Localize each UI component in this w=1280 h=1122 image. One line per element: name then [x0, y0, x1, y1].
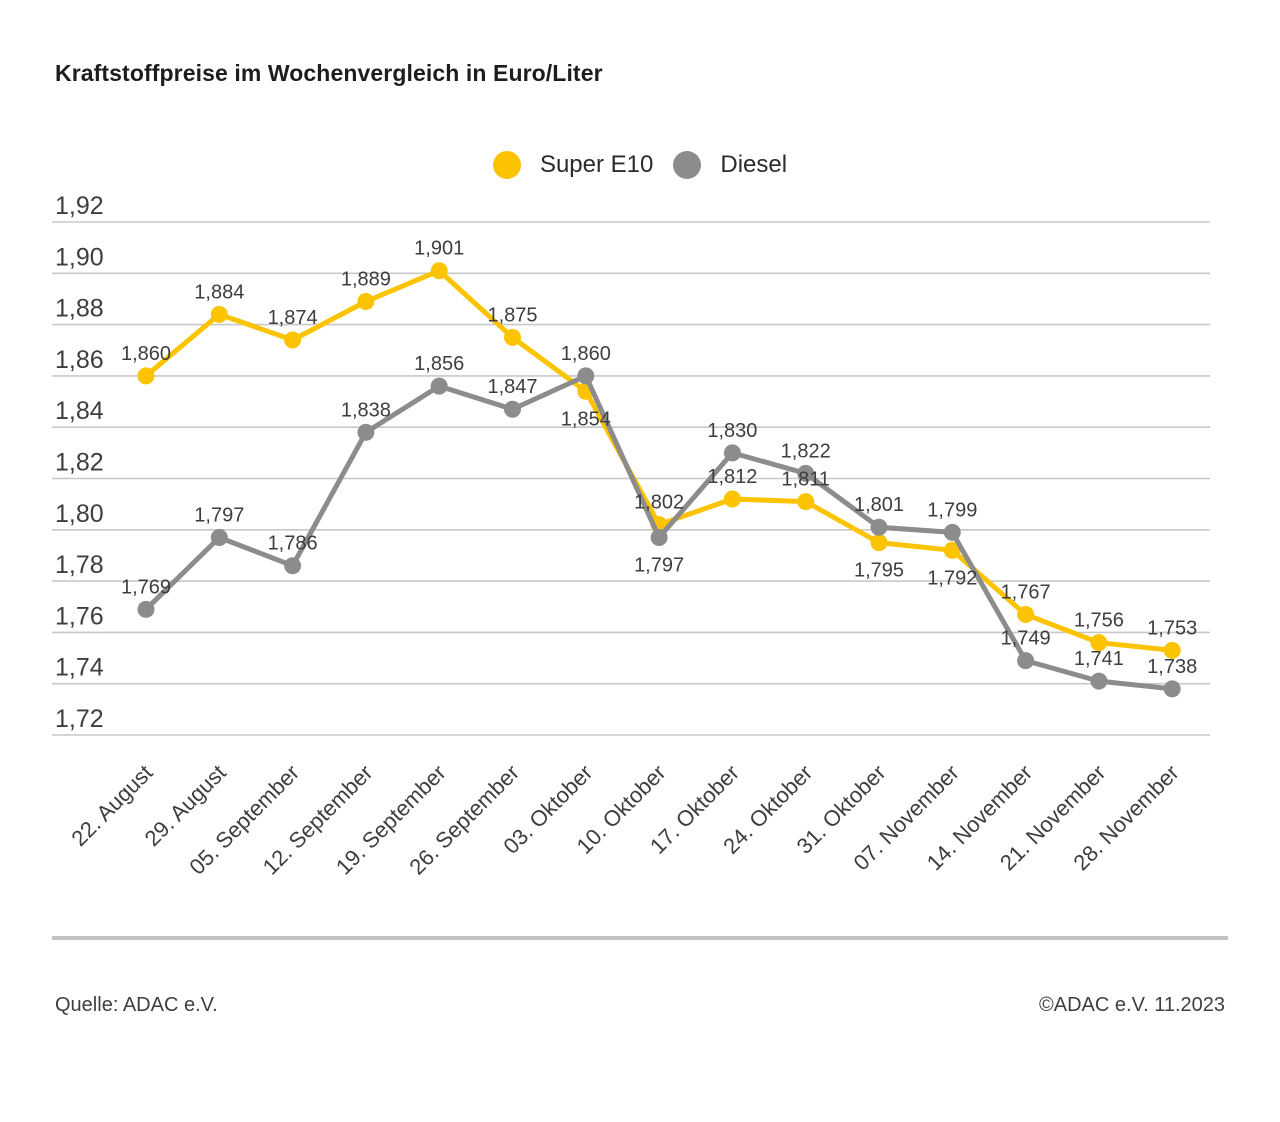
super-e10-legend-dot-icon [492, 151, 521, 179]
footer-divider [52, 936, 1228, 940]
super-e10-data-label: 1,884 [194, 281, 244, 303]
y-axis-tick-label: 1,88 [55, 295, 104, 323]
super-e10-point [723, 490, 741, 508]
super-e10-point [210, 305, 228, 323]
y-axis-tick-label: 1,84 [55, 397, 104, 425]
diesel-data-label: 1,741 [1074, 648, 1124, 670]
diesel-data-label: 1,822 [781, 440, 831, 462]
diesel-point [797, 464, 815, 482]
y-axis-tick-label: 1,82 [55, 449, 104, 477]
diesel-data-label: 1,801 [854, 494, 904, 516]
source-note: Quelle: ADAC e.V. [55, 994, 218, 1016]
super-e10-point [357, 293, 375, 311]
super-e10-data-label: 1,767 [1001, 581, 1051, 603]
super-e10-point [137, 367, 155, 385]
diesel-data-label: 1,749 [1001, 628, 1051, 650]
super-e10-data-label: 1,756 [1074, 610, 1124, 632]
super-e10-data-label: 1,860 [121, 343, 171, 365]
diesel-data-label: 1,797 [194, 504, 244, 526]
diesel-point [210, 528, 228, 546]
super-e10-data-label: 1,889 [341, 269, 391, 291]
diesel-point [650, 528, 668, 546]
y-axis-tick-label: 1,72 [55, 705, 104, 733]
super-e10-point [797, 493, 815, 511]
diesel-data-label: 1,786 [268, 533, 318, 555]
legend-item-diesel: Diesel [673, 151, 787, 179]
diesel-point [504, 400, 521, 418]
super-e10-data-label: 1,802 [634, 492, 684, 514]
y-axis-tick-label: 1,86 [55, 346, 104, 374]
legend-label-super-e10: Super E10 [539, 151, 654, 178]
super-e10-point [284, 331, 302, 349]
super-e10-point [504, 328, 521, 346]
page-title: Kraftstoffpreise im Wochenvergleich in E… [55, 60, 603, 86]
diesel-data-label: 1,856 [414, 353, 464, 375]
super-e10-point [1163, 641, 1181, 659]
diesel-point [1017, 652, 1035, 670]
diesel-point [1090, 672, 1108, 690]
diesel-point [430, 377, 448, 395]
diesel-point [1163, 680, 1181, 698]
diesel-point [870, 518, 888, 536]
super-e10-data-label: 1,874 [268, 307, 318, 329]
diesel-data-label: 1,769 [121, 576, 171, 598]
diesel-data-label: 1,797 [634, 554, 684, 576]
diesel-point [943, 523, 961, 541]
y-axis-tick-label: 1,92 [55, 192, 104, 220]
super-e10-point [870, 534, 888, 552]
diesel-point [357, 423, 375, 441]
y-axis-tick-label: 1,78 [55, 551, 104, 579]
super-e10-data-label: 1,792 [927, 567, 977, 589]
copyright-note: ©ADAC e.V. 11.2023 [1039, 994, 1225, 1016]
diesel-data-label: 1,738 [1147, 656, 1197, 678]
y-axis-tick-label: 1,74 [55, 654, 104, 682]
super-e10-data-label: 1,812 [707, 466, 757, 488]
diesel-legend-dot-icon [673, 151, 702, 179]
diesel-data-label: 1,838 [341, 399, 391, 421]
diesel-data-label: 1,860 [561, 343, 611, 365]
y-axis-tick-label: 1,76 [55, 602, 104, 630]
chart-legend: Super E10 Diesel [0, 151, 1280, 179]
super-e10-point [943, 541, 961, 559]
super-e10-data-label: 1,795 [854, 560, 904, 582]
legend-item-super-e10: Super E10 [492, 151, 654, 179]
diesel-point [284, 557, 302, 575]
diesel-data-label: 1,830 [707, 420, 757, 442]
super-e10-point [430, 262, 448, 280]
diesel-point [723, 444, 741, 462]
super-e10-data-label: 1,901 [414, 238, 464, 260]
super-e10-data-label: 1,875 [487, 304, 537, 326]
diesel-point [577, 367, 595, 385]
y-axis-tick-label: 1,80 [55, 500, 104, 528]
super-e10-data-label: 1,854 [561, 408, 611, 430]
diesel-data-label: 1,847 [487, 376, 537, 398]
super-e10-point [1090, 634, 1108, 652]
super-e10-data-label: 1,753 [1147, 617, 1197, 639]
y-axis-tick-label: 1,90 [55, 243, 104, 271]
diesel-point [137, 600, 155, 618]
diesel-data-label: 1,799 [927, 499, 977, 521]
super-e10-point [1017, 605, 1035, 623]
super-e10-data-label: 1,811 [781, 469, 830, 491]
legend-label-diesel: Diesel [720, 151, 788, 178]
